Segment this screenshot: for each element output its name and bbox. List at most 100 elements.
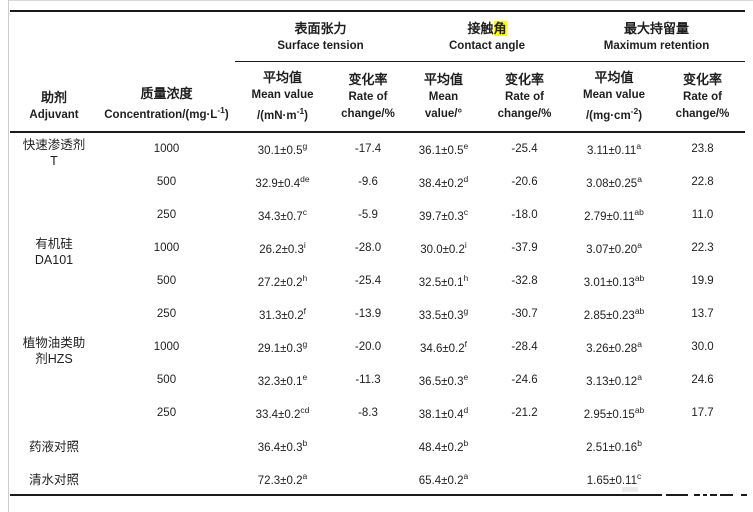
significance-letter: g bbox=[302, 338, 308, 349]
ca-mean-cell: 39.7±0.3c bbox=[419, 206, 468, 223]
ca-mean-cell: 38.4±0.2d bbox=[418, 173, 469, 190]
ca-rate-cell: -28.4 bbox=[511, 340, 538, 353]
mr-mean-cell: 2.85±0.23ab bbox=[583, 305, 645, 322]
bottom-rule-dash bbox=[694, 494, 700, 496]
table-row: 500 32.9±0.4de -9.6 38.4±0.2d -20.6 3.08±0.25… bbox=[10, 165, 745, 198]
ca-rate-cell: -30.7 bbox=[511, 307, 538, 320]
significance-letter: de bbox=[300, 173, 310, 184]
table-row: 500 27.2±0.2h -25.4 32.5±0.1h -32.8 3.01±0.13… bbox=[10, 264, 745, 297]
table-row: 植物油类助 剂HZS 1000 29.1±0.3g -20.0 34.6±0.2f -28.… bbox=[10, 330, 745, 366]
significance-letter: a bbox=[636, 140, 642, 151]
mr-mean-cell: 3.13±0.12a bbox=[586, 371, 642, 388]
table-row: 有机硅 DA101 1000 26.2±0.3i -28.0 30.0±0.2i -37.9… bbox=[10, 231, 745, 267]
st-rate-cell: -28.0 bbox=[354, 241, 382, 254]
significance-letter: a bbox=[302, 470, 308, 481]
mr-mean-cell: 3.11±0.11a bbox=[586, 140, 642, 157]
st-mean-cell: 36.4±0.3b bbox=[257, 437, 308, 454]
st-rate-cell bbox=[330, 429, 406, 462]
ca-mean-cell: 30.0±0.2i bbox=[420, 239, 467, 256]
concentration-cell: 250 bbox=[156, 307, 177, 320]
header-adjuvant-en: Adjuvant bbox=[29, 109, 79, 121]
significance-letter: i bbox=[303, 239, 306, 250]
significance-letter: f bbox=[303, 305, 307, 316]
significance-letter: i bbox=[464, 239, 467, 250]
adjuvant-cell: 清水对照 bbox=[28, 473, 79, 487]
mr-rate-cell: 22.3 bbox=[691, 241, 714, 254]
adjuvant-cell: 植物油类助 剂HZS bbox=[22, 336, 86, 366]
ca-rate-cell bbox=[481, 462, 568, 495]
st-mean-cell: 32.3±0.1e bbox=[257, 371, 308, 388]
st-rate-cell: -5.9 bbox=[358, 208, 378, 221]
header-ca-rate: 变化率 Rate of change/% bbox=[497, 72, 552, 120]
significance-letter: f bbox=[464, 338, 468, 349]
concentration-cell: 500 bbox=[156, 274, 177, 287]
concentration-cell bbox=[98, 462, 235, 495]
mr-mean-cell: 1.65±0.11c bbox=[586, 470, 642, 487]
results-table: 助剂 Adjuvant 质量浓度 Concentration/(mg·L-1) … bbox=[10, 12, 745, 495]
significance-letter: a bbox=[637, 239, 642, 250]
significance-letter: a bbox=[637, 371, 642, 382]
mr-rate-cell: 17.7 bbox=[691, 406, 714, 419]
significance-letter: d bbox=[463, 404, 469, 415]
mr-mean-cell: 2.95±0.15ab bbox=[583, 404, 645, 421]
st-mean-cell: 29.1±0.3g bbox=[257, 338, 308, 355]
mr-mean-cell: 3.08±0.25a bbox=[586, 173, 642, 190]
concentration-cell: 500 bbox=[156, 373, 177, 386]
header-ca-mean: 平均值 Mean value/° bbox=[423, 72, 463, 120]
st-mean-cell: 33.4±0.2cd bbox=[255, 404, 310, 421]
significance-letter: cd bbox=[300, 404, 310, 415]
bottom-rule-dash bbox=[710, 494, 717, 496]
group-header-row: 助剂 Adjuvant 质量浓度 Concentration/(mg·L-1) … bbox=[10, 12, 745, 121]
significance-letter: b bbox=[637, 437, 642, 448]
mr-mean-cell: 2.51±0.16b bbox=[586, 437, 642, 454]
adjuvant-cell: 快速渗透剂 T bbox=[22, 138, 86, 168]
table-body: 快速渗透剂 T 1000 30.1±0.5g -17.4 36.1±0.5e -25.4 3.… bbox=[10, 132, 745, 495]
st-mean-cell: 27.2±0.2h bbox=[257, 272, 308, 289]
table-row: 快速渗透剂 T 1000 30.1±0.5g -17.4 36.1±0.5e -25.4 3.… bbox=[10, 132, 745, 168]
st-rate-cell: -11.3 bbox=[355, 373, 381, 386]
mr-rate-cell bbox=[660, 429, 745, 462]
significance-letter: c bbox=[463, 206, 468, 217]
table-bottom-rule bbox=[10, 494, 662, 496]
mr-rate-cell: 11.0 bbox=[691, 208, 714, 221]
table-row: 250 33.4±0.2cd -8.3 38.1±0.4d -21.2 2.95±0.15… bbox=[10, 396, 745, 429]
mr-mean-cell: 2.79±0.11ab bbox=[584, 206, 644, 223]
significance-letter: h bbox=[463, 272, 469, 283]
group-header-rule bbox=[235, 61, 745, 62]
bottom-rule-dash bbox=[666, 494, 688, 496]
mr-mean-cell: 3.01±0.13ab bbox=[583, 272, 645, 289]
st-mean-cell: 26.2±0.3i bbox=[259, 239, 306, 256]
bottom-rule-dash bbox=[741, 494, 747, 496]
concentration-cell: 1000 bbox=[153, 241, 180, 254]
ca-mean-cell: 48.4±0.2b bbox=[418, 437, 469, 454]
mr-rate-cell: 30.0 bbox=[691, 340, 714, 353]
significance-letter: b bbox=[463, 437, 469, 448]
ca-mean-cell: 34.6±0.2f bbox=[419, 338, 468, 355]
page-edge-top bbox=[8, 0, 753, 1]
watermark-artifact bbox=[622, 487, 638, 492]
ca-rate-cell: -32.8 bbox=[511, 274, 538, 287]
header-adjuvant-zh: 助剂 bbox=[40, 90, 67, 105]
ca-mean-cell: 32.5±0.1h bbox=[418, 272, 469, 289]
concentration-cell: 250 bbox=[156, 406, 177, 419]
concentration-cell: 1000 bbox=[153, 340, 180, 353]
header-concentration-en: Concentration/(mg·L-1) bbox=[104, 105, 229, 121]
table-row: 500 32.3±0.1e -11.3 36.5±0.3e -24.6 3.13±0.12… bbox=[10, 363, 745, 396]
st-rate-cell: -20.0 bbox=[354, 340, 382, 353]
ca-mean-cell: 38.1±0.4d bbox=[418, 404, 469, 421]
header-adjuvant: 助剂 Adjuvant bbox=[10, 12, 98, 132]
significance-letter: e bbox=[302, 371, 308, 382]
significance-letter: ab bbox=[634, 404, 645, 415]
header-mr-mean: 平均值 Mean value /(mg·cm-2) bbox=[583, 70, 646, 122]
ca-rate-cell: -25.4 bbox=[511, 142, 538, 155]
st-rate-cell: -13.9 bbox=[354, 307, 382, 320]
header-st-mean: 平均值 Mean value /(mN·m-1) bbox=[251, 70, 314, 122]
mr-rate-cell: 24.6 bbox=[691, 373, 714, 386]
header-bottom-rule bbox=[10, 131, 745, 133]
table-row: 250 34.3±0.7c -5.9 39.7±0.3c -18.0 2.79±0.11a… bbox=[10, 198, 745, 231]
concentration-cell: 500 bbox=[156, 175, 177, 188]
mr-mean-cell: 3.07±0.20a bbox=[586, 239, 642, 256]
significance-letter: a bbox=[637, 338, 642, 349]
ca-rate-cell bbox=[481, 429, 568, 462]
st-mean-cell: 72.3±0.2a bbox=[257, 470, 308, 487]
